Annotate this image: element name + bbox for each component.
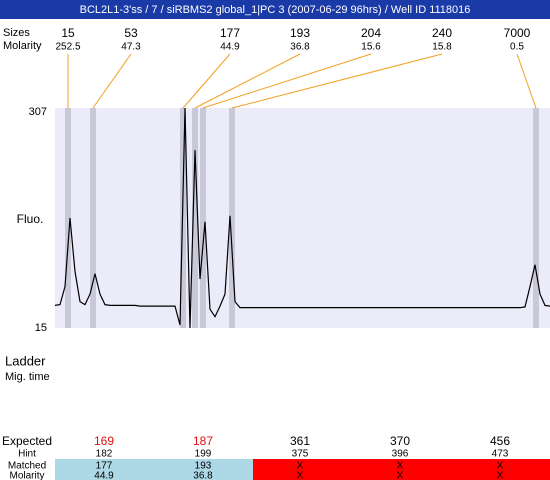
cell-expected: 169 <box>94 434 114 448</box>
title-bar <box>0 0 550 19</box>
cell-molarity: X <box>497 471 504 480</box>
peak-size: 177 <box>220 26 240 40</box>
peak-size: 204 <box>361 26 381 40</box>
peak-band <box>533 108 539 328</box>
peak-molarity: 0.5 <box>510 42 524 53</box>
cell-hint: 199 <box>195 449 212 460</box>
peak-molarity: 36.8 <box>290 42 310 53</box>
status-cell <box>253 459 352 480</box>
peak-size: 15 <box>61 26 75 40</box>
cell-matched: X <box>397 461 404 472</box>
row-label: Expected <box>2 434 52 448</box>
window-title: BCL2L1-3'ss / 7 / siRBMS2 global_1|PC 3 … <box>80 4 471 16</box>
sizes-label: Sizes <box>3 27 30 39</box>
cell-hint: 375 <box>292 449 309 460</box>
peak-size: 53 <box>124 26 138 40</box>
ladder-title: Ladder <box>5 353 46 368</box>
status-cell <box>451 459 550 480</box>
y-tick-label: 307 <box>29 106 47 118</box>
peak-molarity: 15.8 <box>432 42 452 53</box>
ladder-subtitle: Mig. time <box>5 371 50 383</box>
trace <box>54 107 550 329</box>
cell-matched: 193 <box>195 461 212 472</box>
cell-molarity: X <box>397 471 404 480</box>
y-label: Fluo. <box>17 212 44 226</box>
cell-hint: 182 <box>96 449 113 460</box>
cell-matched: X <box>497 461 504 472</box>
peak-band <box>200 108 206 328</box>
peak-leader <box>194 53 301 109</box>
status-cell <box>154 459 253 480</box>
peak-leader <box>516 53 537 109</box>
cell-molarity: 36.8 <box>193 471 213 480</box>
cell-matched: 177 <box>96 461 113 472</box>
peak-leader <box>92 53 132 109</box>
cell-expected: 187 <box>193 434 213 448</box>
cell-expected: 370 <box>390 434 410 448</box>
cell-expected: 361 <box>290 434 310 448</box>
status-cell <box>55 459 154 480</box>
cell-hint: 396 <box>392 449 409 460</box>
row-label: Molarity <box>9 471 44 480</box>
peak-leader <box>202 53 372 109</box>
cell-molarity: 44.9 <box>94 471 114 480</box>
cell-hint: 473 <box>492 449 509 460</box>
peak-band <box>192 108 198 328</box>
status-cell <box>352 459 451 480</box>
peak-molarity: 47.3 <box>121 42 141 53</box>
row-label: Matched <box>8 461 46 472</box>
cell-molarity: X <box>297 471 304 480</box>
peak-band <box>65 108 71 328</box>
cell-expected: 456 <box>490 434 510 448</box>
peak-molarity: 252.5 <box>55 42 80 53</box>
peak-size: 240 <box>432 26 452 40</box>
peak-size: 193 <box>290 26 310 40</box>
plot-area <box>55 108 550 328</box>
peak-molarity: 15.6 <box>361 42 381 53</box>
peak-leader <box>231 53 443 109</box>
peak-leader <box>182 53 231 109</box>
peak-size: 7000 <box>504 26 531 40</box>
peak-band <box>229 108 235 328</box>
y-tick-label: 15 <box>35 322 47 334</box>
row-label: Hint <box>18 449 36 460</box>
peak-band <box>90 108 96 328</box>
molarity-label: Molarity <box>3 40 42 52</box>
cell-matched: X <box>297 461 304 472</box>
peak-molarity: 44.9 <box>220 42 240 53</box>
